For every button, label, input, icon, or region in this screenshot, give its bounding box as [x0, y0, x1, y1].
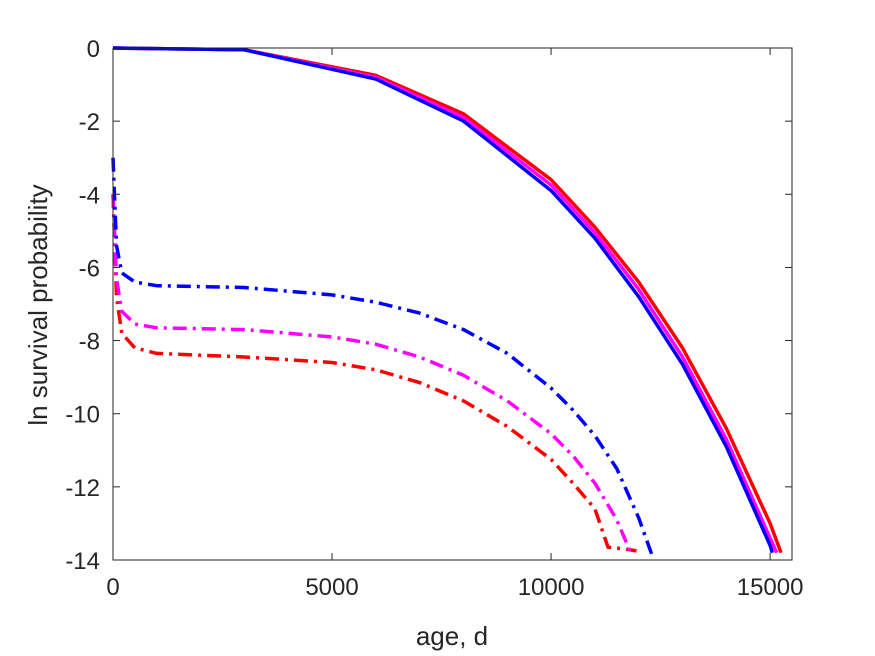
y-tick-label: -14 [65, 548, 100, 575]
y-axis-title: ln survival probability [23, 184, 53, 425]
y-tick-label: -10 [65, 402, 100, 429]
dashdot-series-3 [111, 194, 637, 553]
y-tick-label: -2 [79, 109, 100, 136]
x-tick-label: 0 [106, 574, 119, 601]
y-tick-label: -6 [79, 255, 100, 282]
solid-series-0 [112, 46, 783, 554]
x-tick-label: 10000 [518, 574, 585, 601]
x-tick-label: 15000 [737, 574, 804, 601]
y-tick-label: 0 [87, 36, 100, 63]
ticks-layer: 0 5000 10000 15000 0 -2 -4 -6 -8 -10 -12 -14 [65, 36, 803, 601]
y-tick-label: -12 [65, 475, 100, 502]
y-tick-label: -4 [79, 182, 100, 209]
solid-series-1 [112, 46, 779, 554]
dashdot-series-4 [111, 194, 632, 552]
x-tick-label: 5000 [305, 574, 358, 601]
x-axis-title: age, d [416, 621, 488, 651]
solid-series-2 [112, 46, 774, 554]
dashdot-series-5 [111, 157, 654, 556]
y-tick-label: -8 [79, 329, 100, 356]
series-layer [111, 46, 783, 556]
plot-frame [112, 47, 793, 561]
